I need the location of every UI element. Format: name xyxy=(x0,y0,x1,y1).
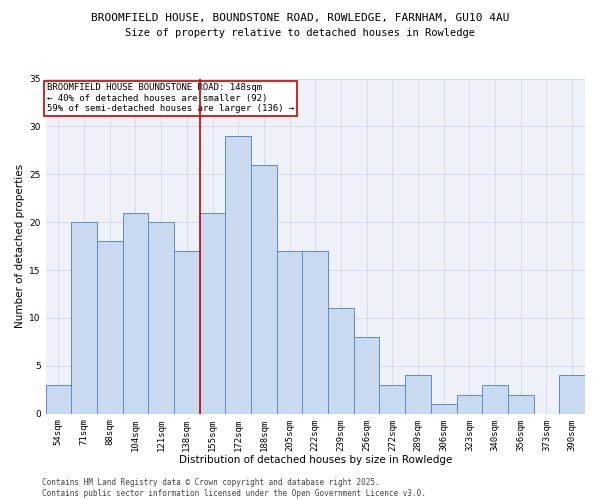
Bar xyxy=(277,251,302,414)
Bar xyxy=(174,251,200,414)
Bar xyxy=(122,212,148,414)
Text: BROOMFIELD HOUSE BOUNDSTONE ROAD: 148sqm
← 40% of detached houses are smaller (9: BROOMFIELD HOUSE BOUNDSTONE ROAD: 148sqm… xyxy=(47,84,294,113)
Bar xyxy=(354,337,379,413)
X-axis label: Distribution of detached houses by size in Rowledge: Distribution of detached houses by size … xyxy=(179,455,452,465)
Bar xyxy=(71,222,97,414)
Bar xyxy=(200,212,226,414)
Bar xyxy=(328,308,354,414)
Bar xyxy=(559,376,585,414)
Bar xyxy=(46,385,71,414)
Bar xyxy=(482,385,508,414)
Bar xyxy=(405,376,431,414)
Bar xyxy=(226,136,251,413)
Text: BROOMFIELD HOUSE, BOUNDSTONE ROAD, ROWLEDGE, FARNHAM, GU10 4AU: BROOMFIELD HOUSE, BOUNDSTONE ROAD, ROWLE… xyxy=(91,12,509,22)
Y-axis label: Number of detached properties: Number of detached properties xyxy=(15,164,25,328)
Bar xyxy=(97,242,122,414)
Bar xyxy=(431,404,457,413)
Bar xyxy=(302,251,328,414)
Bar xyxy=(148,222,174,414)
Text: Contains HM Land Registry data © Crown copyright and database right 2025.
Contai: Contains HM Land Registry data © Crown c… xyxy=(42,478,426,498)
Bar xyxy=(457,394,482,413)
Bar xyxy=(379,385,405,414)
Bar xyxy=(251,164,277,414)
Text: Size of property relative to detached houses in Rowledge: Size of property relative to detached ho… xyxy=(125,28,475,38)
Bar xyxy=(508,394,533,413)
